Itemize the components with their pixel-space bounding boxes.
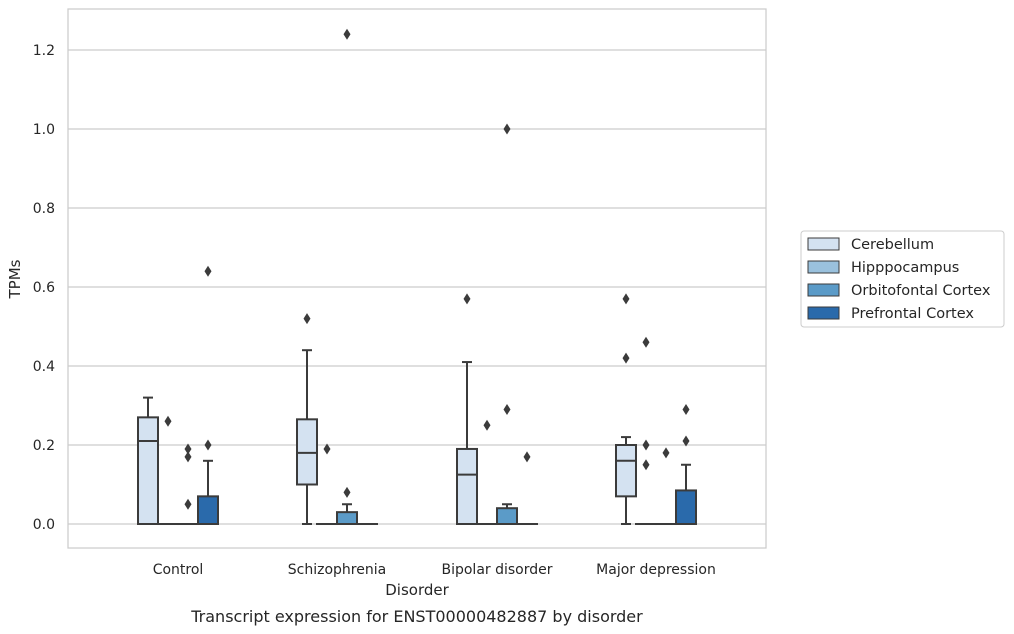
outlier-point (642, 459, 650, 471)
outlier-point (503, 403, 511, 415)
outlier-point (343, 486, 351, 498)
box (197, 495, 219, 526)
x-tick-labels: Control Schizophrenia Bipolar disorder Majo… (153, 562, 716, 578)
box-group (336, 28, 358, 526)
box-group (516, 451, 538, 526)
outlier-point (642, 336, 650, 348)
box (456, 447, 478, 526)
box-group (177, 443, 199, 526)
y-tick-labels: 0.0 0.2 0.4 0.6 0.8 1.0 1.2 (33, 43, 55, 533)
box-group (496, 123, 518, 526)
outlier-point (503, 123, 511, 135)
legend-swatch (807, 283, 840, 297)
box (615, 444, 637, 498)
box-group (316, 443, 338, 526)
box-group (137, 396, 159, 526)
outlier-point (303, 313, 311, 325)
outlier-point (184, 443, 192, 455)
gridlines (68, 49, 766, 525)
y-tick-label: 0.2 (33, 438, 55, 454)
legend-label: Cerebellum (851, 237, 934, 253)
x-tick-label: Major depression (596, 562, 716, 578)
outlier-point (622, 352, 630, 364)
outlier-point (164, 415, 172, 427)
y-tick-label: 1.0 (33, 122, 55, 138)
y-tick-label: 0.0 (33, 517, 55, 533)
legend-frame (800, 230, 1005, 328)
outlier-point (642, 439, 650, 451)
outlier-point (662, 447, 670, 459)
outlier-point (483, 419, 491, 431)
outlier-point (184, 498, 192, 510)
box-group (197, 265, 219, 526)
box (336, 511, 358, 526)
box (496, 507, 518, 526)
box-group (615, 293, 637, 525)
outlier-point (622, 293, 630, 305)
x-tick-label: Control (153, 562, 204, 578)
outlier-point (682, 403, 690, 415)
outlier-point (204, 439, 212, 451)
y-tick-label: 0.8 (33, 201, 55, 217)
y-tick-label: 1.2 (33, 43, 55, 59)
outlier-point (204, 265, 212, 277)
box-group (635, 336, 657, 526)
legend-label: Prefrontal Cortex (851, 306, 974, 322)
legend-swatch (807, 306, 840, 320)
box-group (296, 313, 318, 525)
x-tick-label: Bipolar disorder (441, 562, 552, 578)
legend-label: Hipppocampus (851, 260, 959, 276)
outlier-point (323, 443, 331, 455)
box-group (157, 415, 179, 526)
x-axis-title: Disorder (385, 581, 449, 599)
plot-frame (67, 8, 767, 549)
box-elements (137, 28, 697, 526)
box (675, 489, 697, 525)
y-tick-label: 0.4 (33, 359, 55, 375)
outlier-point (682, 435, 690, 447)
box (137, 416, 159, 526)
legend-swatch (807, 237, 840, 251)
outlier-point (523, 451, 531, 463)
x-tick-label: Schizophrenia (288, 562, 386, 578)
chart-caption: Transcript expression for ENST0000048288… (190, 607, 643, 626)
box-group (476, 419, 498, 526)
legend-label: Orbitofontal Cortex (851, 283, 991, 299)
outlier-point (343, 28, 351, 40)
box-group (456, 293, 478, 526)
box-group (675, 403, 697, 525)
box-group (655, 447, 677, 526)
legend: Cerebellum Hipppocampus Orbitofontal Corte… (800, 230, 1005, 328)
y-axis-title: TPMs (6, 259, 24, 299)
outlier-point (184, 451, 192, 463)
y-tick-label: 0.6 (33, 280, 55, 296)
legend-swatch (807, 260, 840, 274)
outlier-point (463, 293, 471, 305)
